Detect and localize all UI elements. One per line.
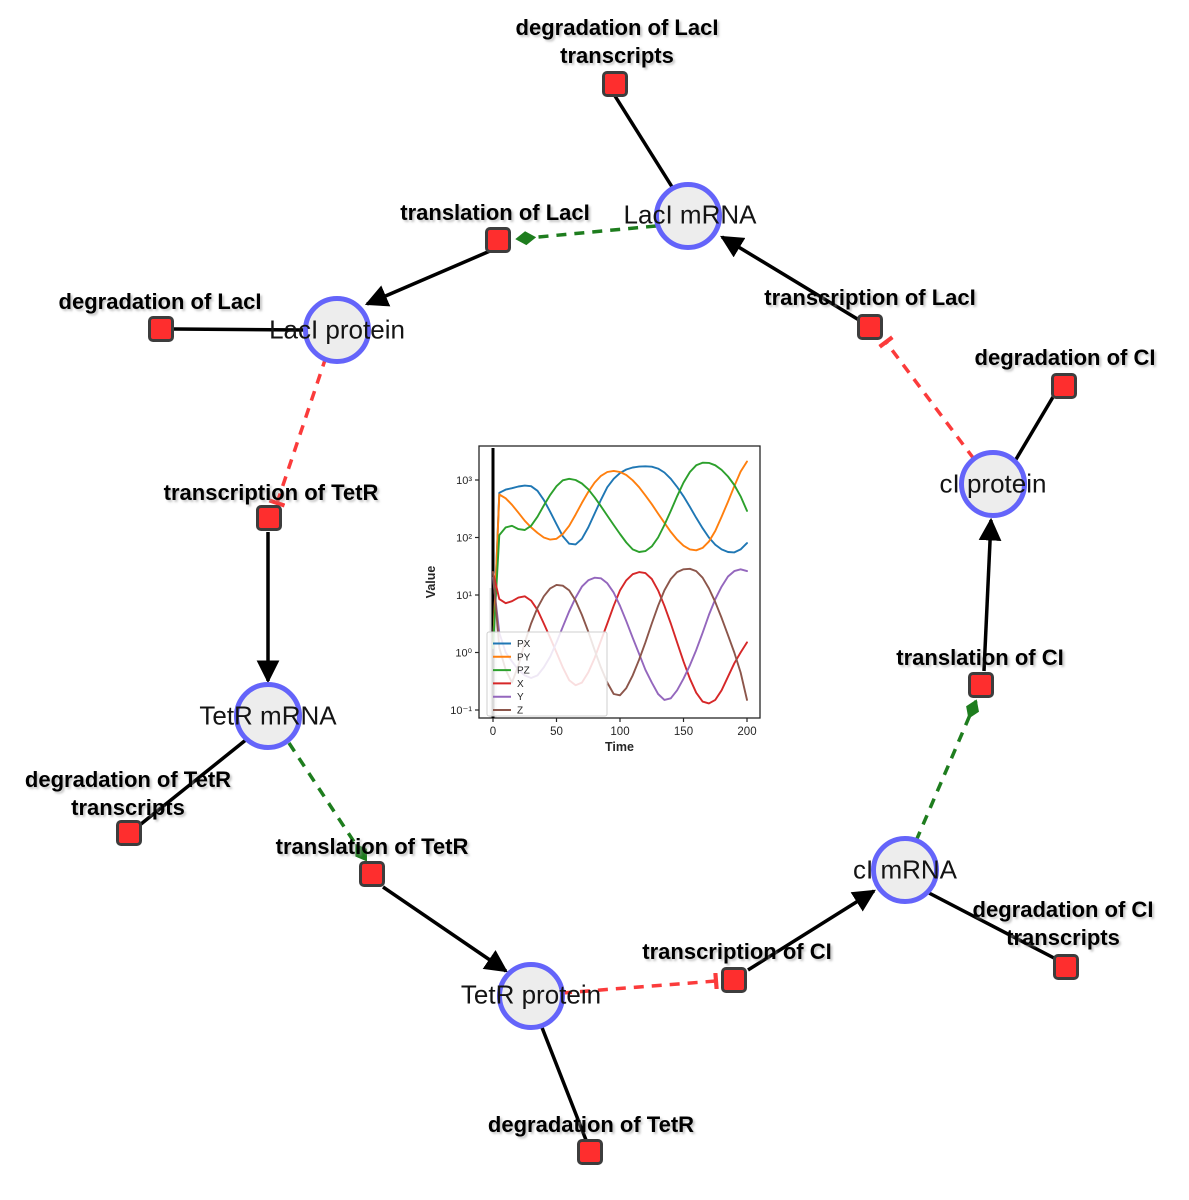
edge-ci-mrna-modifier-translation — [914, 699, 979, 842]
edge-transcription-laci-to-laci-mrna — [720, 235, 860, 322]
x-axis-label: Time — [605, 740, 634, 754]
label-ci-mrna: cI mRNA — [853, 854, 957, 885]
legend-label-PZ: PZ — [517, 666, 530, 677]
x-tick-label: 0 — [490, 726, 496, 738]
edge-tetr-protein-to-deg-tetr — [539, 1024, 588, 1141]
y-tick-label: 10² — [456, 533, 472, 545]
label-deg-laci-transcripts: degradation of LacI transcripts — [515, 15, 719, 68]
label-transcription-laci: transcription of LacI — [764, 285, 976, 310]
reaction-deg-tetr-transcripts[interactable] — [116, 820, 142, 846]
label-deg-tetr-transcripts: degradation of TetR transcripts — [24, 767, 232, 820]
node-laci-mrna[interactable] — [654, 182, 722, 250]
edge-translation-tetr-to-tetr-protein — [382, 885, 508, 973]
series-Z — [492, 567, 748, 701]
y-tick-label: 10⁰ — [455, 648, 472, 660]
label-ci-protein: cI protein — [939, 468, 1047, 499]
edge-tetr-protein-inhibits-transcription-ci — [561, 972, 719, 995]
series-PY — [492, 460, 748, 649]
legend-box — [486, 631, 608, 717]
reaction-deg-ci-transcripts[interactable] — [1053, 954, 1079, 980]
y-tick-label: 10¹ — [456, 590, 472, 602]
node-tetr-mrna[interactable] — [234, 682, 302, 750]
x-tick-label: 150 — [674, 726, 693, 738]
simulation-plot: 10³ 10² 10¹ 10⁰ 10⁻¹ 0 50 100 150 200 Time Value PX P… — [424, 445, 761, 754]
edge-laci-protein-inhibits-transcription-tetr — [268, 356, 328, 508]
y-tick-label: 10³ — [456, 475, 472, 487]
reaction-translation-ci[interactable] — [968, 672, 994, 698]
edge-laci-mrna-to-deg-transcripts — [613, 95, 676, 191]
edge-tetr-mrna-to-deg-transcripts — [139, 737, 249, 826]
label-translation-ci: translation of CI — [896, 645, 1064, 670]
legend-label-Y: Y — [517, 692, 524, 703]
reaction-transcription-tetr[interactable] — [256, 505, 282, 531]
label-laci-mrna: LacI mRNA — [623, 199, 757, 230]
reaction-transcription-ci[interactable] — [721, 967, 747, 993]
label-translation-tetr: translation of TetR — [275, 834, 469, 859]
node-ci-mrna[interactable] — [871, 836, 939, 904]
label-tetr-mrna: TetR mRNA — [199, 700, 337, 731]
edge-laci-protein-to-deg-laci — [173, 327, 307, 332]
legend-label-X: X — [517, 679, 524, 690]
series-PX — [492, 465, 748, 649]
edge-ci-mrna-to-deg-transcripts — [928, 891, 1055, 960]
reaction-deg-ci[interactable] — [1051, 373, 1077, 399]
reaction-deg-laci-transcripts[interactable] — [602, 71, 628, 97]
label-translation-laci: translation of LacI — [400, 200, 590, 225]
node-laci-protein[interactable] — [303, 296, 371, 364]
edge-translation-ci-to-ci-protein — [978, 517, 1002, 672]
edge-tetr-mrna-modifier-translation — [287, 742, 368, 862]
legend-label-PX: PX — [517, 639, 531, 650]
reaction-translation-laci[interactable] — [485, 227, 511, 253]
edge-laci-mrna-modifier-translation — [515, 224, 657, 246]
x-tick-label: 200 — [737, 726, 756, 738]
label-deg-ci: degradation of CI — [974, 345, 1156, 370]
reaction-deg-laci[interactable] — [148, 316, 174, 342]
label-deg-laci: degradation of LacI — [58, 289, 262, 314]
label-transcription-tetr: transcription of TetR — [163, 480, 379, 505]
edge-transcription-ci-to-ci-mrna — [747, 889, 876, 972]
series-PZ — [492, 461, 748, 649]
x-tick-label: 50 — [550, 726, 563, 738]
edge-ci-protein-inhibits-transcription-laci — [878, 335, 976, 461]
label-deg-tetr: degradation of TetR — [487, 1112, 695, 1137]
series-X — [492, 571, 748, 705]
label-transcription-ci: transcription of CI — [642, 939, 832, 964]
reaction-transcription-laci[interactable] — [857, 314, 883, 340]
reaction-translation-tetr[interactable] — [359, 861, 385, 887]
edge-translation-laci-to-laci-protein — [364, 249, 491, 307]
reaction-deg-tetr[interactable] — [577, 1139, 603, 1165]
node-ci-protein[interactable] — [959, 450, 1027, 518]
y-tick-label: 10⁻¹ — [450, 705, 472, 717]
x-tick-label: 100 — [610, 726, 629, 738]
edge-ci-protein-to-deg-ci — [1013, 396, 1055, 462]
label-deg-ci-transcripts: degradation of CI transcripts — [972, 897, 1154, 950]
y-axis-label: Value — [424, 566, 438, 599]
label-tetr-protein: TetR protein — [460, 979, 602, 1010]
node-tetr-protein[interactable] — [497, 962, 565, 1030]
label-laci-protein: LacI protein — [269, 314, 405, 345]
legend-label-Z: Z — [517, 706, 523, 717]
legend-label-PY: PY — [517, 652, 531, 663]
